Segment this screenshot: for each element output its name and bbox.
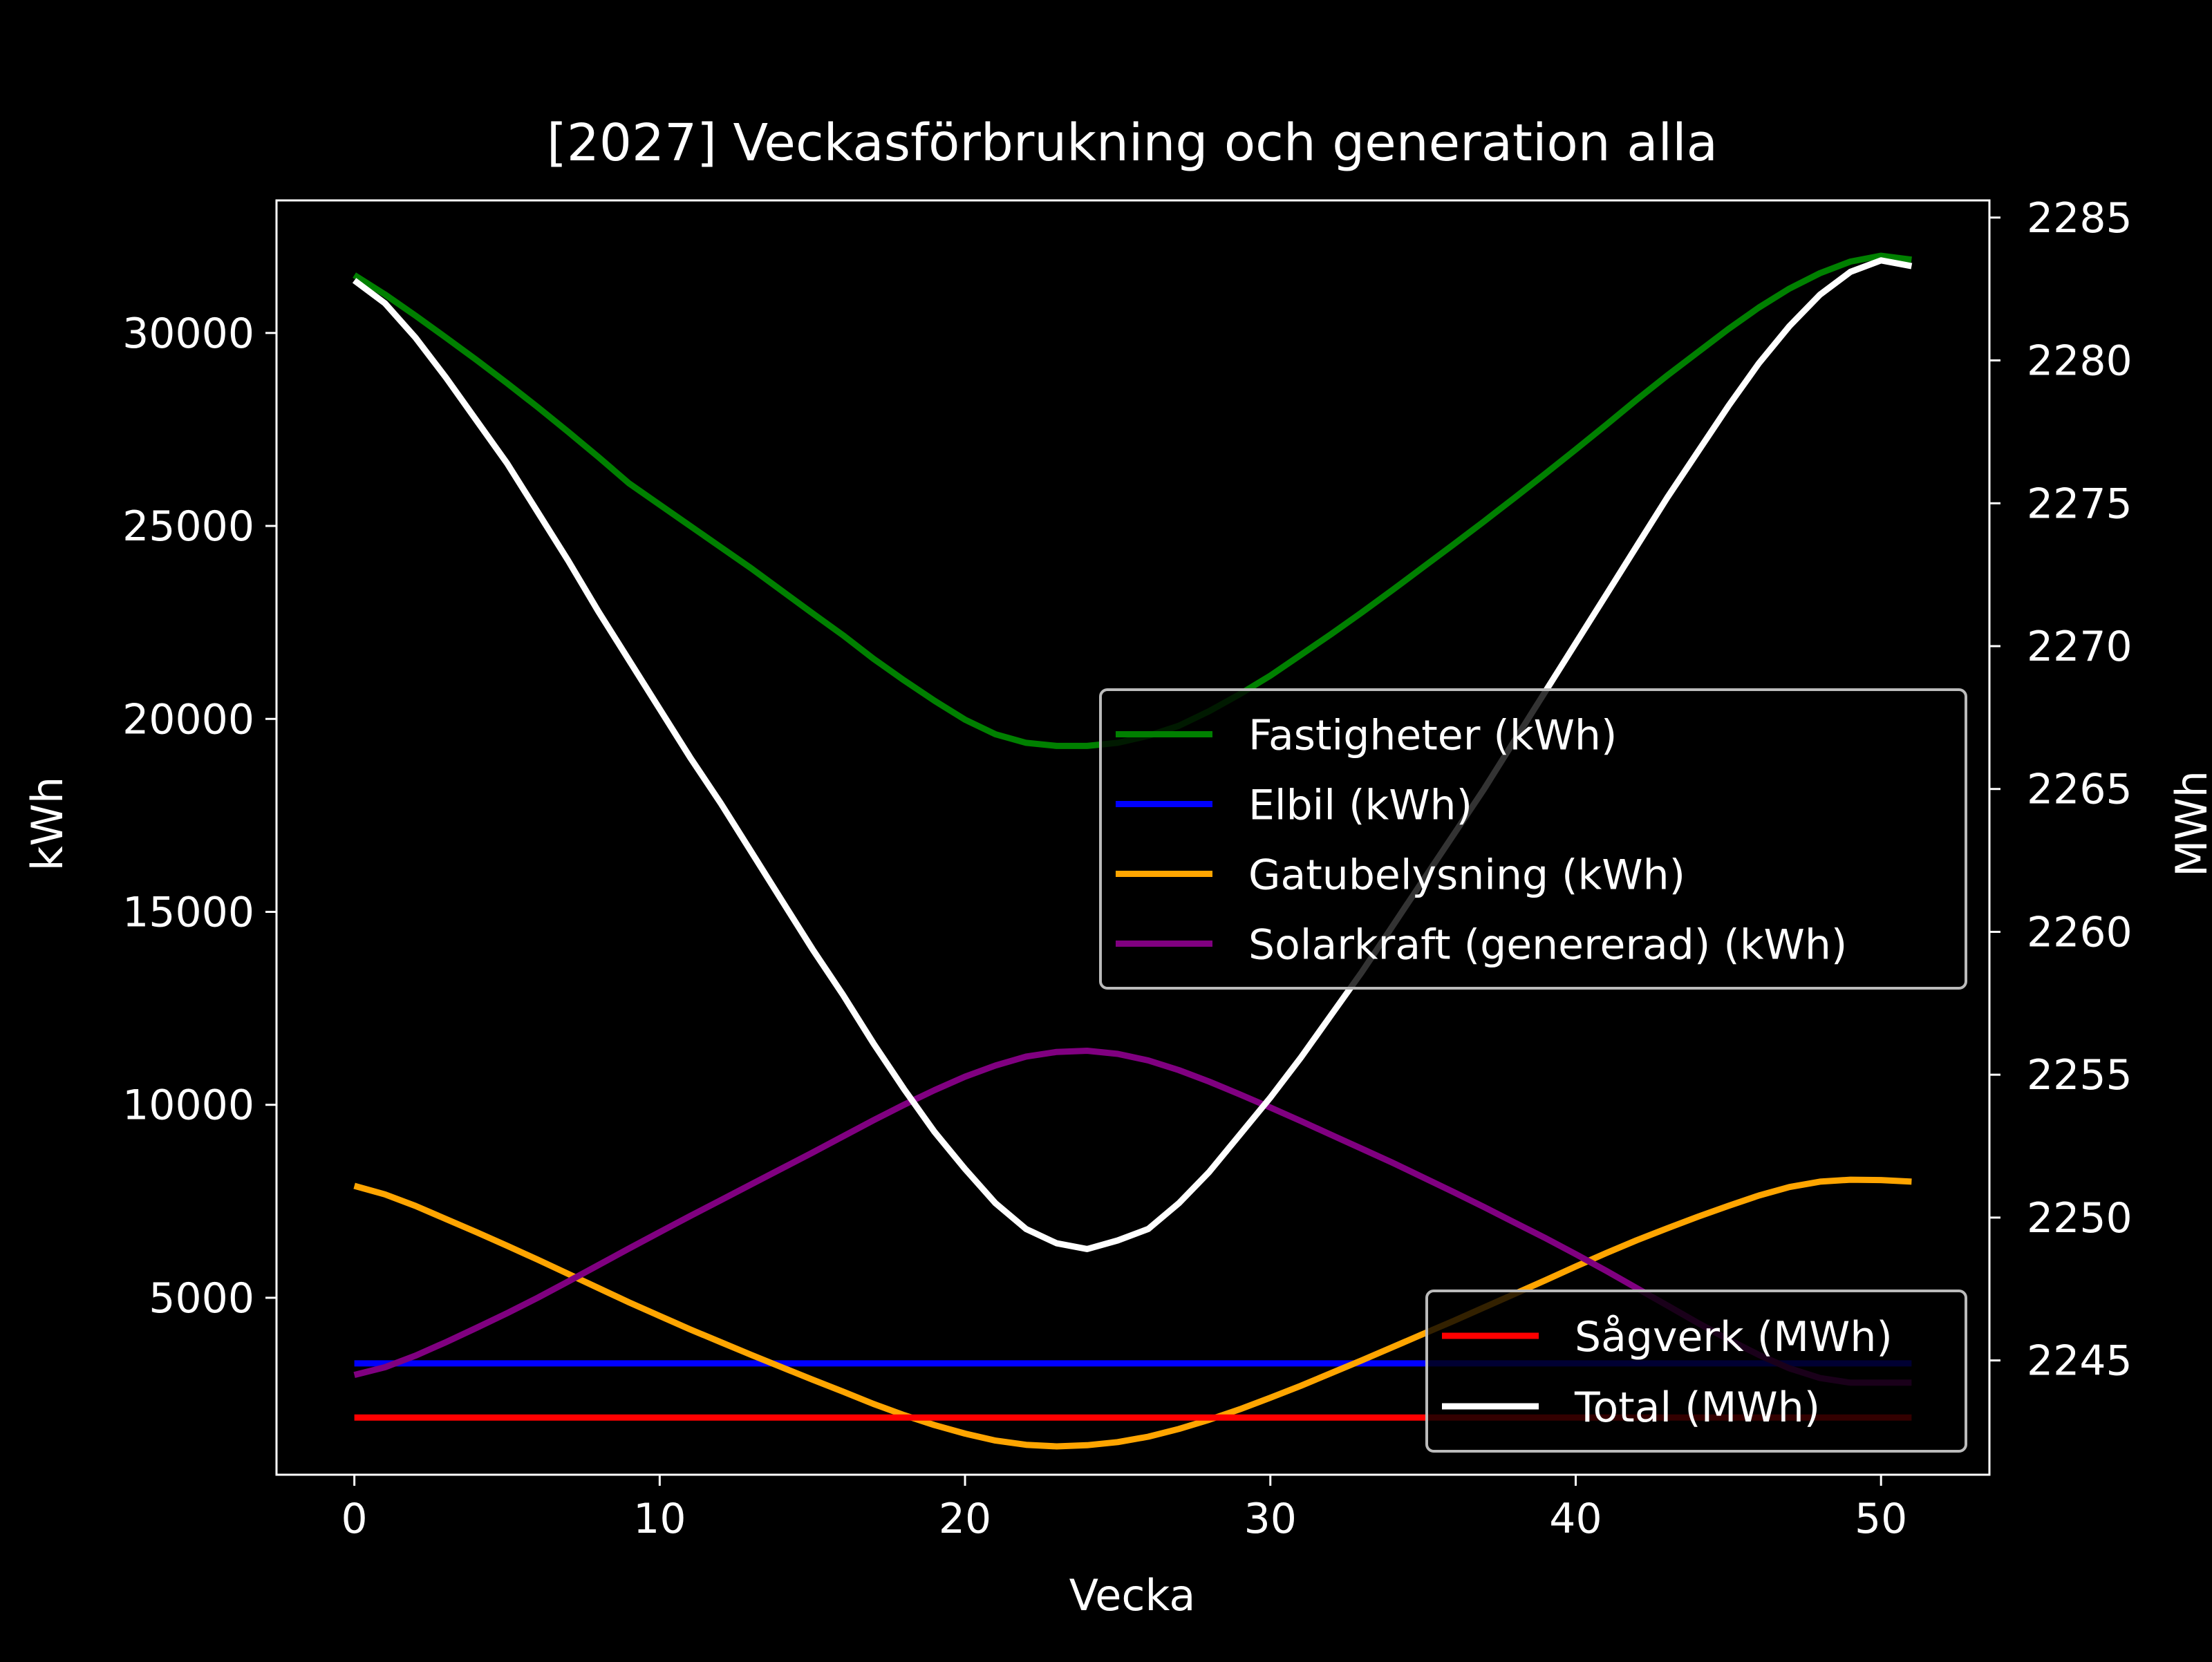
x-tick-label: 50: [1855, 1495, 1907, 1543]
x-tick-label: 40: [1549, 1495, 1602, 1543]
y2-tick-label: 2265: [2027, 766, 2133, 814]
y-axis-label: kWh: [22, 777, 73, 871]
x-tick-label: 0: [341, 1495, 368, 1543]
plot-area: [352, 252, 1913, 1450]
series-line-gatubelysning-kwh: [353, 1176, 1912, 1450]
y2-tick-label: 2255: [2027, 1051, 2133, 1099]
legend-label-fastigheter-kwh: Fastigheter (kWh): [1248, 712, 1617, 760]
y2-tick-label: 2280: [2027, 337, 2133, 386]
y-tick-label: 20000: [122, 695, 254, 744]
y-tick-label: 25000: [122, 502, 254, 551]
y2-tick-label: 2270: [2027, 623, 2133, 671]
series-line-total-mwh: [352, 257, 1913, 1252]
y2-tick-label: 2245: [2027, 1337, 2133, 1386]
y-tick-label: 30000: [122, 310, 254, 358]
legend-label-s-gverk-mwh: Sågverk (MWh): [1575, 1313, 1893, 1361]
x-tick-label: 30: [1244, 1495, 1297, 1543]
chart-title: [2027] Veckasförbrukning och generation …: [547, 113, 1718, 173]
legend-label-gatubelysning-kwh: Gatubelysning (kWh): [1248, 851, 1685, 900]
legend-right-box: [1425, 1290, 1967, 1453]
legend-left-box: [1099, 688, 1967, 990]
x-tick-label: 10: [633, 1495, 686, 1543]
axes: 0 10 20 30 40 50 5000 10000 15000 20000 25000 30000…: [122, 194, 2133, 1543]
legend-label-total-mwh: Total (MWh): [1574, 1384, 1820, 1432]
y-tick-label: 5000: [149, 1274, 254, 1323]
y-tick-label: 15000: [122, 889, 254, 937]
legend-label-solarkraft-genererad-kwh: Solarkraft (genererad) (kWh): [1248, 921, 1847, 970]
x-axis-label: Vecka: [1069, 1570, 1196, 1621]
y2-tick-label: 2250: [2027, 1194, 2133, 1243]
y2-tick-label: 2260: [2027, 908, 2133, 956]
legends: Fastigheter (kWh) Elbil (kWh) Gatubelysnin…: [1099, 688, 1967, 1453]
y2-tick-label: 2285: [2027, 194, 2133, 243]
axes-frame: [275, 199, 1991, 1476]
y-tick-label: 10000: [122, 1082, 254, 1130]
y2-tick-label: 2275: [2027, 480, 2133, 528]
y2-axis-label: MWh: [2166, 771, 2212, 877]
x-tick-label: 20: [939, 1495, 991, 1543]
legend-label-elbil-kwh: Elbil (kWh): [1248, 782, 1472, 830]
